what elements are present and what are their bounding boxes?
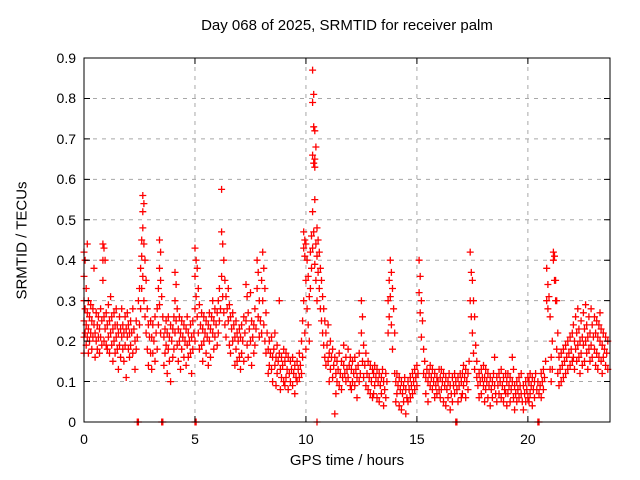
y-tick-label: 0 — [68, 414, 76, 430]
scatter-points — [80, 66, 612, 426]
chart-title: Day 068 of 2025, SRMTID for receiver pal… — [201, 17, 493, 34]
y-tick-label: 0.5 — [56, 211, 76, 228]
x-tick-label: 20 — [520, 431, 536, 447]
x-tick-label: 10 — [298, 431, 314, 447]
x-tick-label: 5 — [191, 431, 199, 447]
y-tick-label: 0.8 — [56, 90, 76, 107]
plot-frame — [83, 57, 611, 423]
y-tick-label: 0.1 — [56, 373, 76, 390]
y-tick-label: 0.3 — [56, 292, 76, 309]
y-tick-label: 0.7 — [56, 130, 76, 147]
x-tick-label: 0 — [80, 431, 88, 447]
y-tick-label: 0.9 — [56, 50, 76, 66]
x-tick-label: 15 — [409, 431, 425, 447]
y-tick-label: 0.6 — [56, 171, 76, 188]
y-tick-label: 0.4 — [56, 252, 76, 269]
x-axis-label: GPS time / hours — [289, 452, 405, 469]
y-tick-label: 0.2 — [56, 333, 76, 350]
